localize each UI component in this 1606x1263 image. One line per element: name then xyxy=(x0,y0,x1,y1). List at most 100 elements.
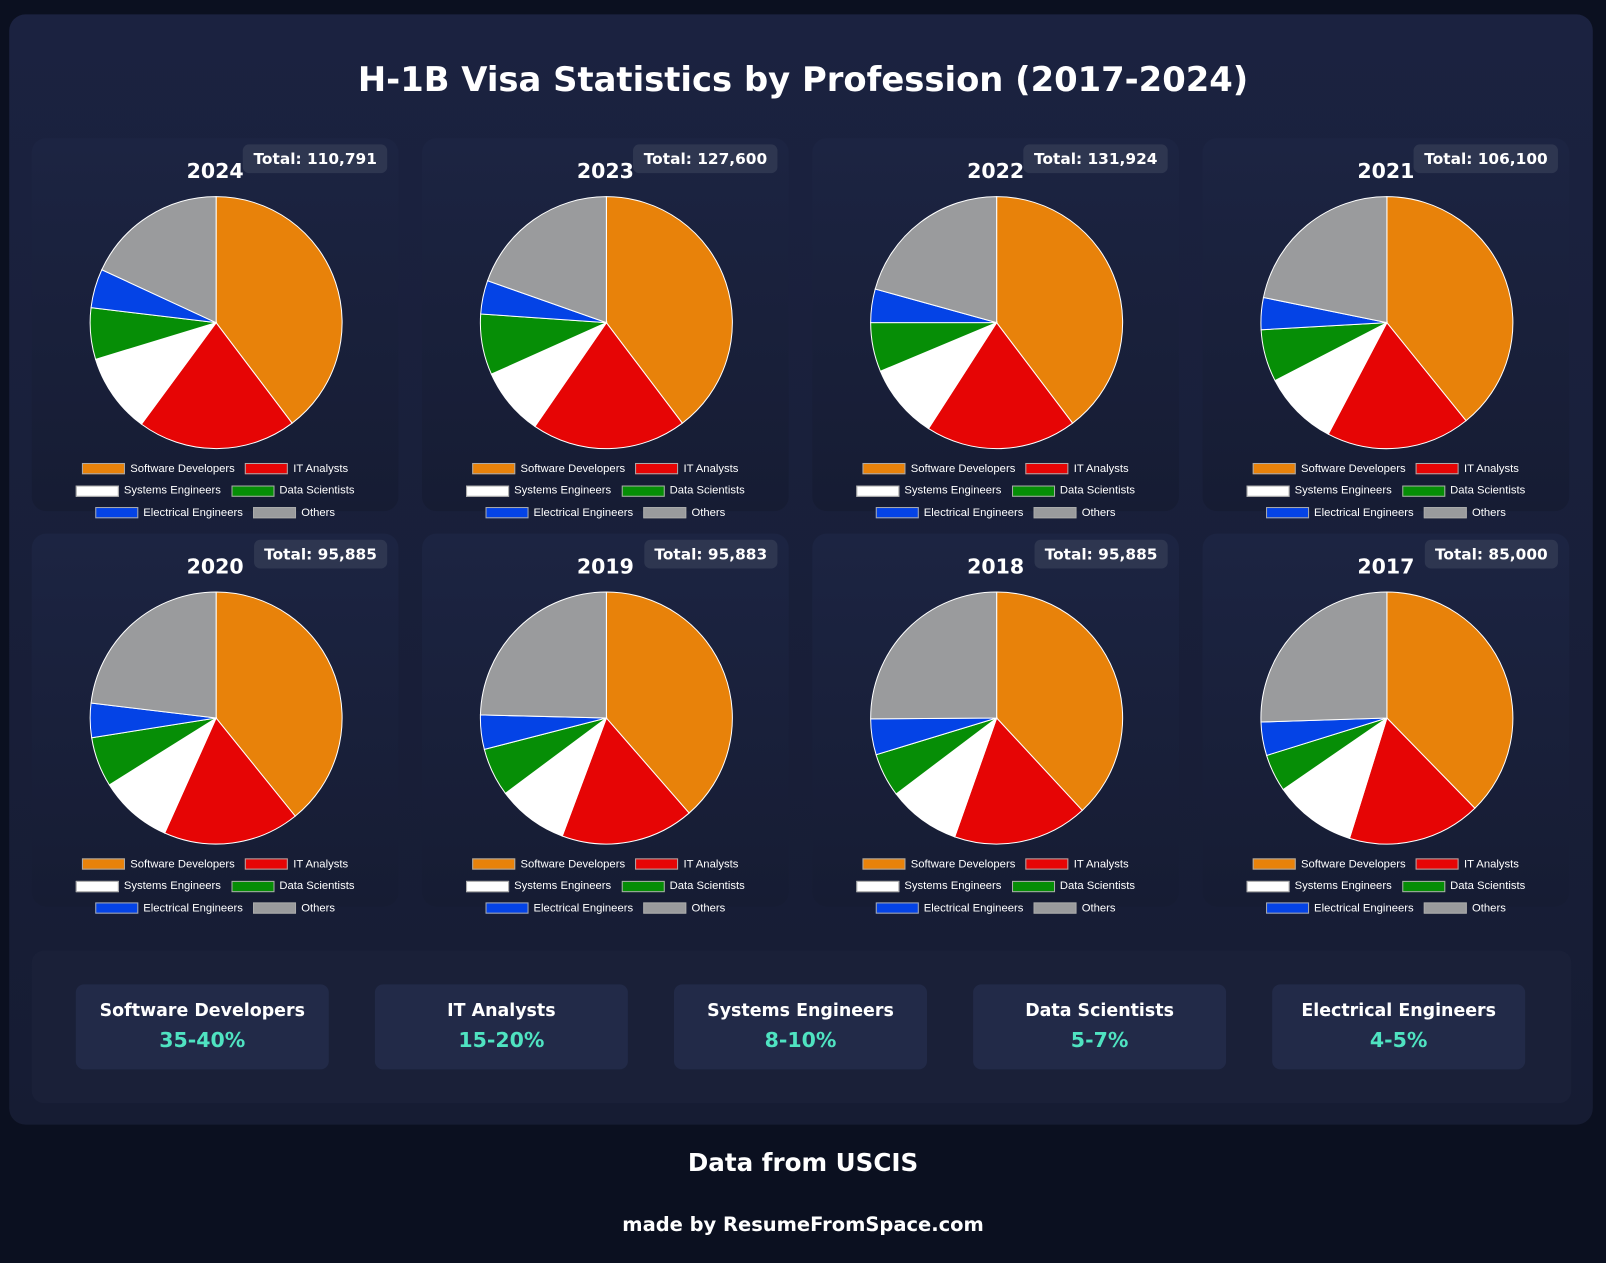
chart-year: 2017 xyxy=(1357,554,1415,579)
legend-item[interactable]: Data Scientists xyxy=(231,880,354,892)
pie-slice-systems-engineers[interactable] xyxy=(1274,321,1389,435)
stat-card: IT Analysts 15-20% xyxy=(374,984,628,1070)
pie-slice-it-analysts[interactable] xyxy=(534,321,684,450)
legend-item[interactable]: Software Developers xyxy=(1252,463,1406,475)
legend-item[interactable]: Software Developers xyxy=(1252,858,1406,870)
legend-item[interactable]: Others xyxy=(1033,506,1116,520)
pie-slice-others[interactable] xyxy=(90,591,217,719)
pie-chart-card-2023: 2023 Total: 127,600 Software Developers IT … xyxy=(422,138,789,519)
pie-slice-software-developers[interactable] xyxy=(996,591,1124,812)
legend-item[interactable]: Electrical Engineers xyxy=(1265,507,1414,519)
legend-swatch xyxy=(856,485,900,497)
legend-item[interactable]: Electrical Engineers xyxy=(875,507,1023,519)
pie-chart xyxy=(89,196,343,450)
legend-item[interactable]: IT Analysts xyxy=(1025,463,1129,475)
pie-slice-systems-engineers[interactable] xyxy=(94,321,218,425)
pie-slice-it-analysts[interactable] xyxy=(163,717,296,845)
legend-item[interactable]: IT Analysts xyxy=(635,858,738,870)
legend-item[interactable]: Data Scientists xyxy=(1401,880,1525,892)
legend-item[interactable]: Data Scientists xyxy=(1011,485,1135,497)
legend-item[interactable]: Data Scientists xyxy=(621,485,745,497)
total-label: Total: xyxy=(1033,149,1088,168)
legend-item[interactable]: IT Analysts xyxy=(1025,858,1129,871)
pie-slice-software-developers[interactable] xyxy=(605,196,733,424)
legend-item[interactable]: Others xyxy=(1423,507,1506,519)
pie-slice-others[interactable] xyxy=(486,196,607,324)
legend-item[interactable]: IT Analysts xyxy=(1415,463,1519,475)
pie-slice-systems-engineers[interactable] xyxy=(879,321,998,430)
pie-slice-software-developers[interactable] xyxy=(1386,591,1514,809)
legend-item[interactable]: Systems Engineers xyxy=(465,485,611,497)
legend-item[interactable]: Others xyxy=(253,902,335,914)
pie-slice-others[interactable] xyxy=(101,196,217,324)
pie-chart-card-2017: 2017 Total: 85,000 Software Developers IT A… xyxy=(1202,533,1570,914)
legend-label: Systems Engineers xyxy=(123,880,221,893)
legend-item[interactable]: Data Scientists xyxy=(231,485,354,497)
pie-slice-it-analysts[interactable] xyxy=(140,321,293,450)
total-label: Total: xyxy=(264,544,318,564)
legend-item[interactable]: Data Scientists xyxy=(1401,485,1525,497)
stat-name: Data Scientists xyxy=(1025,1000,1174,1022)
credit-link[interactable]: made by ResumeFromSpace.com xyxy=(622,1213,984,1237)
legend-label: IT Analysts xyxy=(1463,858,1519,871)
legend-label: Others xyxy=(1081,506,1116,520)
pie-slice-software-developers[interactable] xyxy=(215,591,343,817)
legend-item[interactable]: Data Scientists xyxy=(621,880,745,892)
stat-range: 15-20% xyxy=(458,1027,545,1052)
legend-label: IT Analysts xyxy=(1073,858,1129,871)
legend-swatch xyxy=(1265,507,1309,519)
total-value: 95,885 xyxy=(317,544,377,564)
legend-item[interactable]: Electrical Engineers xyxy=(95,507,243,519)
legend-item[interactable]: Systems Engineers xyxy=(856,880,1001,892)
legend-item[interactable]: Systems Engineers xyxy=(75,880,221,893)
pie-slice-systems-engineers[interactable] xyxy=(1282,716,1388,839)
pie-slice-it-analysts[interactable] xyxy=(1327,321,1467,450)
legend-item[interactable]: Others xyxy=(1033,902,1116,914)
legend-item[interactable]: IT Analysts xyxy=(635,463,738,475)
legend-item[interactable]: Systems Engineers xyxy=(75,485,221,497)
pie-slice-others[interactable] xyxy=(1262,196,1388,324)
legend-swatch xyxy=(643,902,687,914)
legend-item[interactable]: Electrical Engineers xyxy=(95,902,243,914)
pie-slice-it-analysts[interactable] xyxy=(1348,717,1476,845)
legend-item[interactable]: Systems Engineers xyxy=(465,880,611,892)
legend-item[interactable]: Software Developers xyxy=(472,858,625,870)
pie-slice-software-developers[interactable] xyxy=(605,591,733,814)
legend-item[interactable]: IT Analysts xyxy=(245,858,348,870)
legend-label: Software Developers xyxy=(130,858,235,871)
legend-item[interactable]: Software Developers xyxy=(82,463,235,475)
pie-slice-others[interactable] xyxy=(1260,591,1388,723)
legend-item[interactable]: Systems Engineers xyxy=(856,485,1001,497)
legend-item[interactable]: Others xyxy=(643,902,725,914)
legend-item[interactable]: Others xyxy=(1423,902,1506,914)
legend-item[interactable]: Electrical Engineers xyxy=(875,902,1023,914)
legend-item[interactable]: Software Developers xyxy=(82,858,235,870)
legend-item[interactable]: Others xyxy=(253,507,335,519)
pie-slice-it-analysts[interactable] xyxy=(954,717,1084,845)
legend-item[interactable]: IT Analysts xyxy=(245,463,348,475)
legend-item[interactable]: Electrical Engineers xyxy=(485,902,633,914)
legend-swatch xyxy=(485,902,529,914)
pie-slice-others[interactable] xyxy=(479,591,607,719)
legend-item[interactable]: Software Developers xyxy=(472,463,625,475)
legend-item[interactable]: Systems Engineers xyxy=(1246,880,1392,892)
legend-item[interactable]: Software Developers xyxy=(862,858,1015,870)
pie-slice-software-developers[interactable] xyxy=(215,196,343,424)
pie-slice-others[interactable] xyxy=(870,591,998,720)
legend-item[interactable]: Others xyxy=(643,507,725,519)
legend-item[interactable]: Systems Engineers xyxy=(1246,485,1392,497)
legend-item[interactable]: Software Developers xyxy=(862,463,1015,475)
pie-slice-software-developers[interactable] xyxy=(1386,196,1514,422)
chart-year: 2021 xyxy=(1357,158,1415,184)
pie-slice-software-developers[interactable] xyxy=(996,196,1124,424)
pie-slice-it-analysts[interactable] xyxy=(927,321,1074,450)
pie-chart xyxy=(870,196,1124,450)
chart-legend: Software Developers IT Analysts Systems En… xyxy=(812,853,1179,919)
pie-slice-others[interactable] xyxy=(874,196,998,324)
legend-item[interactable]: IT Analysts xyxy=(1415,858,1519,871)
pie-slice-it-analysts[interactable] xyxy=(561,717,690,845)
legend-item[interactable]: Electrical Engineers xyxy=(1265,902,1414,914)
legend-swatch xyxy=(862,858,906,870)
legend-item[interactable]: Data Scientists xyxy=(1011,880,1135,892)
legend-item[interactable]: Electrical Engineers xyxy=(485,507,633,519)
